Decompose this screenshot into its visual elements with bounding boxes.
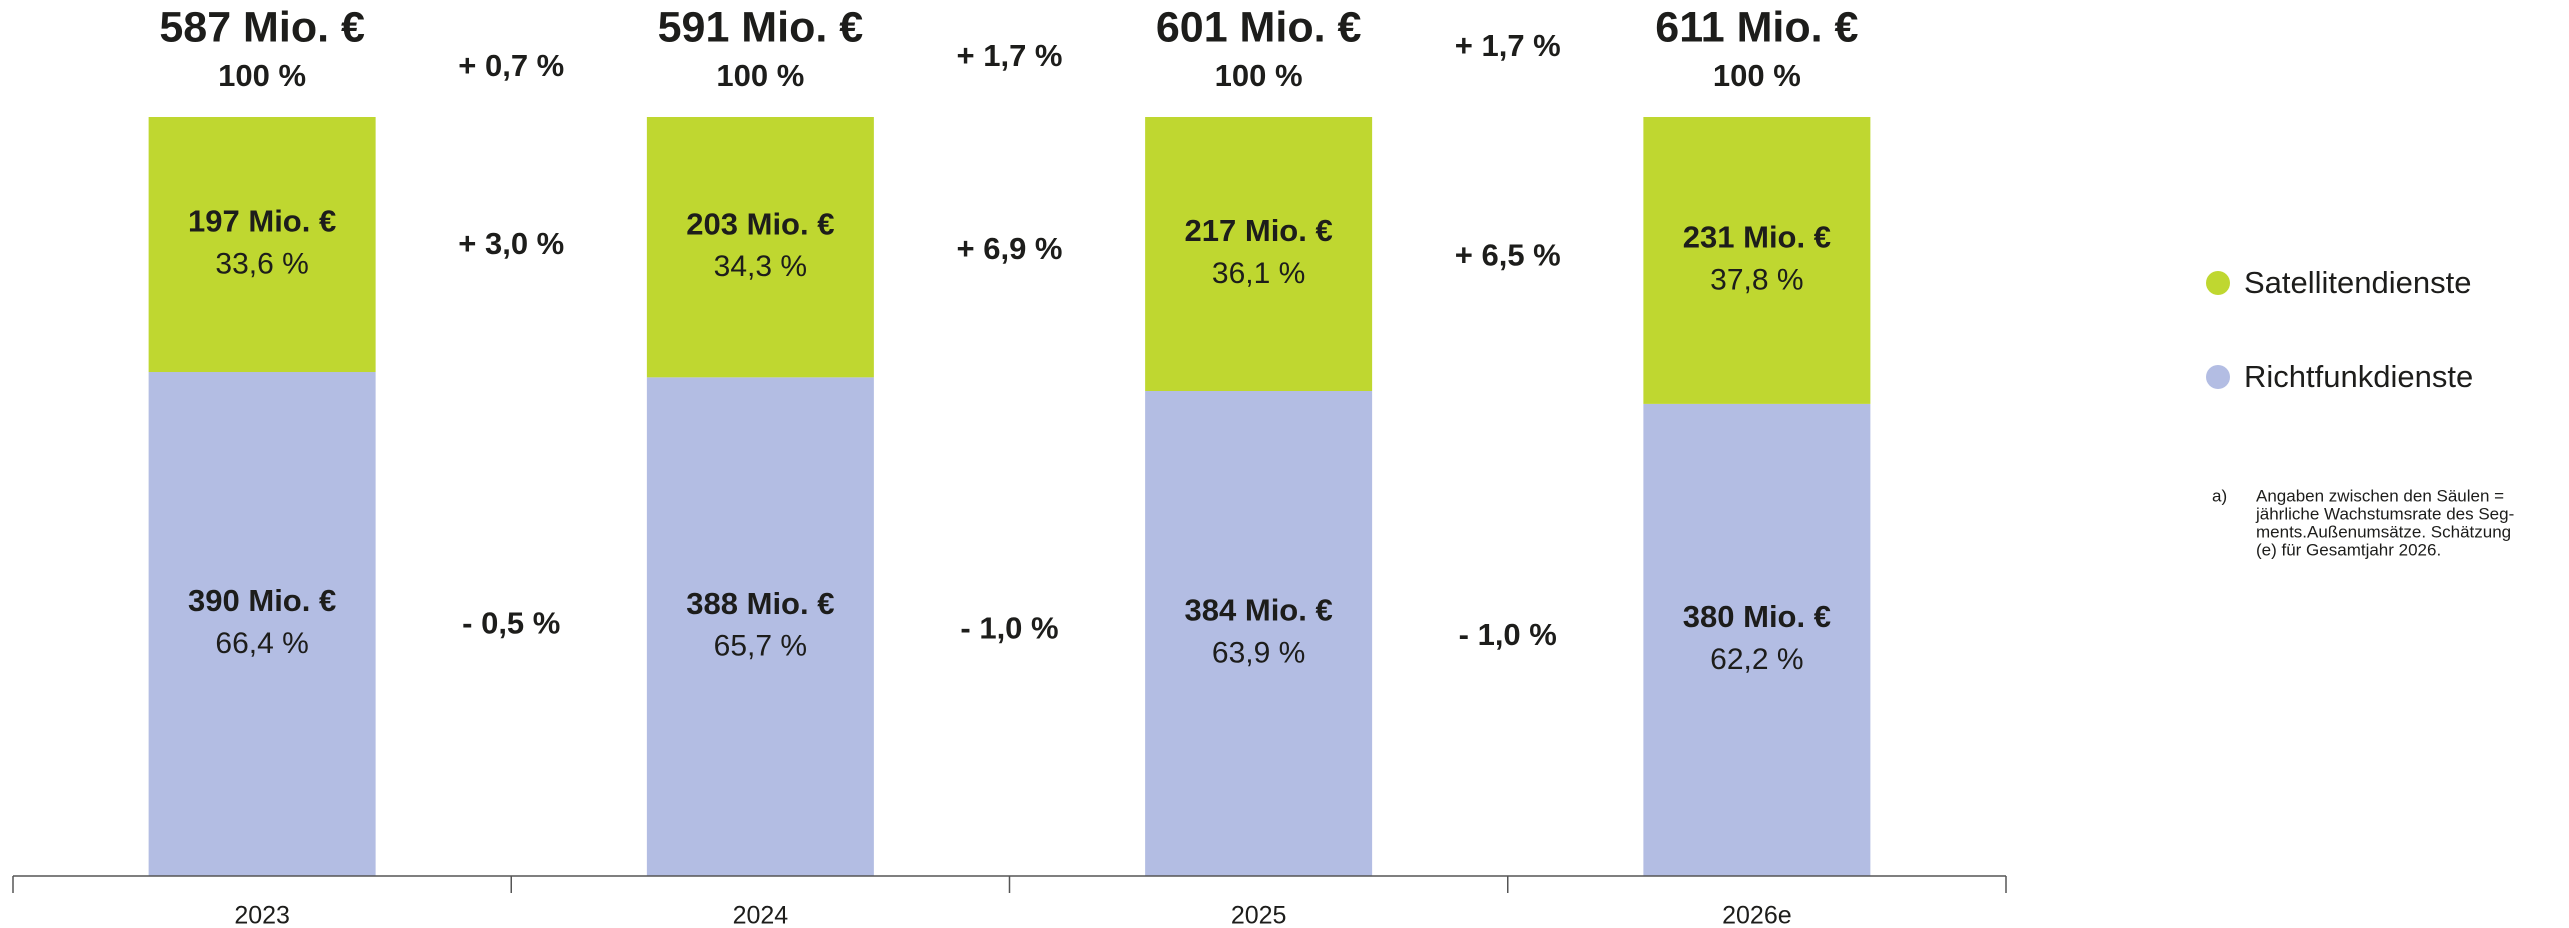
- segment-amount: 380 Mio. €: [1683, 599, 1831, 634]
- segment-growth: + 6,5 %: [1455, 237, 1561, 272]
- bar-segment: [148, 117, 376, 373]
- total-label: 601 Mio. €: [1156, 3, 1362, 51]
- segment-share: 36,1 %: [1212, 257, 1305, 290]
- total-growth: + 0,7 %: [458, 48, 564, 83]
- footnote-marker: a): [2212, 486, 2227, 505]
- bar-segment: [148, 372, 376, 876]
- bar-segment: [646, 377, 874, 876]
- bar-segment: [1145, 117, 1373, 391]
- x-tick-label: 2024: [733, 902, 789, 928]
- total-share: 100 %: [218, 58, 306, 93]
- bar-segment: [646, 117, 874, 378]
- segment-share: 66,4 %: [215, 627, 308, 660]
- segment-share: 62,2 %: [1710, 643, 1803, 676]
- total-share: 100 %: [1215, 58, 1303, 93]
- segment-amount: 197 Mio. €: [188, 204, 336, 239]
- segment-growth: - 1,0 %: [960, 610, 1058, 645]
- segment-share: 37,8 %: [1710, 263, 1803, 296]
- legend-marker: [2206, 271, 2230, 295]
- footnote-line: (e) für Gesamtjahr 2026.: [2256, 540, 2441, 559]
- segment-growth: - 1,0 %: [1459, 617, 1557, 652]
- total-growth: + 1,7 %: [1455, 28, 1561, 63]
- segment-amount: 390 Mio. €: [188, 583, 336, 618]
- segment-growth: + 6,9 %: [957, 231, 1063, 266]
- footnote-line: Angaben zwischen den Säulen =: [2256, 486, 2504, 505]
- segment-share: 33,6 %: [215, 247, 308, 280]
- segment-share: 65,7 %: [714, 630, 807, 663]
- segment-amount: 203 Mio. €: [686, 206, 834, 241]
- legend-marker: [2206, 365, 2230, 389]
- segment-share: 63,9 %: [1212, 636, 1305, 669]
- total-label: 591 Mio. €: [658, 3, 864, 51]
- segment-growth: + 3,0 %: [458, 226, 564, 261]
- total-growth: + 1,7 %: [957, 38, 1063, 73]
- segment-amount: 384 Mio. €: [1185, 593, 1333, 628]
- segment-amount: 231 Mio. €: [1683, 220, 1831, 255]
- segment-amount: 217 Mio. €: [1185, 213, 1333, 248]
- segment-amount: 388 Mio. €: [686, 586, 834, 621]
- footnote-line: jährliche Wachstumsrate des Seg-: [2255, 504, 2514, 523]
- footnote-line: ments.Außenumsätze. Schätzung: [2256, 522, 2511, 541]
- total-label: 587 Mio. €: [159, 3, 365, 51]
- bar-segment: [1145, 390, 1373, 876]
- legend-label: Satellitendienste: [2244, 265, 2472, 300]
- total-label: 611 Mio. €: [1655, 3, 1858, 51]
- x-tick-label: 2023: [234, 902, 290, 928]
- segment-growth: - 0,5 %: [462, 606, 560, 641]
- total-share: 100 %: [1713, 58, 1801, 93]
- x-tick-label: 2026e: [1722, 902, 1792, 928]
- segment-share: 34,3 %: [714, 250, 807, 283]
- total-share: 100 %: [716, 58, 804, 93]
- legend-label: Richtfunkdienste: [2244, 359, 2473, 394]
- bar-segment: [1643, 117, 1871, 404]
- bar-segment: [1643, 403, 1871, 876]
- x-tick-label: 2025: [1231, 902, 1287, 928]
